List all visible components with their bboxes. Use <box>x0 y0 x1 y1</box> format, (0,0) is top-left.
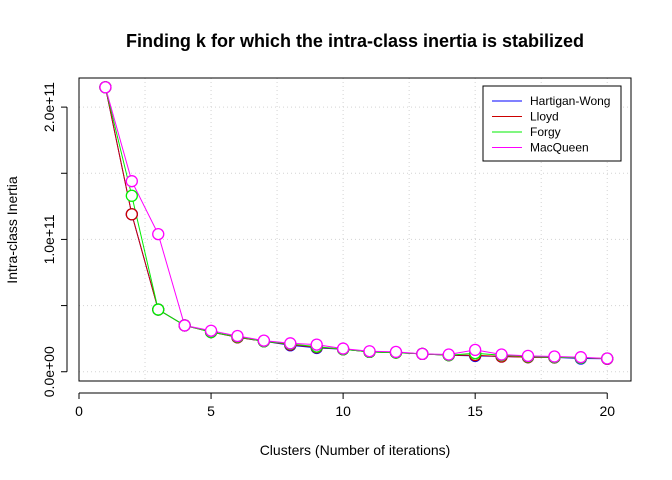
data-point <box>363 345 376 358</box>
y-axis-label: Intra-class Inertia <box>4 176 20 284</box>
data-point <box>152 303 165 316</box>
y-tick-label: 2.0e+11 <box>41 82 57 132</box>
y-axis: 0.0e+00 1.0e+11 2.0e+11 <box>41 82 68 397</box>
data-point <box>125 175 138 188</box>
x-tick-label: 10 <box>335 403 351 419</box>
data-point <box>178 319 191 332</box>
data-point <box>310 338 323 351</box>
y-tick-label: 1.0e+11 <box>41 214 57 264</box>
data-point <box>336 342 350 355</box>
data-point <box>257 334 271 347</box>
data-point <box>416 347 429 361</box>
x-tick-label: 5 <box>207 403 215 419</box>
data-point <box>601 352 614 365</box>
legend-label: Hartigan-Wong <box>530 94 610 108</box>
x-tick-label: 0 <box>75 403 83 419</box>
data-point <box>125 208 138 221</box>
data-point <box>125 189 138 202</box>
data-point <box>284 337 297 350</box>
legend-label: Forgy <box>530 125 561 139</box>
data-point <box>389 345 403 359</box>
data-point <box>495 348 508 361</box>
data-point <box>231 329 244 343</box>
data-point <box>469 343 482 357</box>
plot-frame <box>78 77 632 382</box>
data-point <box>99 81 112 94</box>
legend-label: MacQueen <box>530 141 589 155</box>
x-axis-label: Clusters (Number of iterations) <box>260 442 451 458</box>
data-point <box>548 350 561 363</box>
data-point <box>442 348 455 361</box>
data-point <box>152 227 165 241</box>
chart-title: Finding k for which the intra-class iner… <box>126 31 584 51</box>
legend-label: Lloyd <box>530 110 559 124</box>
data-point <box>521 349 535 363</box>
x-tick-label: 15 <box>467 403 483 419</box>
legend-box <box>482 85 622 162</box>
data-point <box>574 351 587 364</box>
series-group <box>99 81 614 365</box>
x-tick-label: 20 <box>599 403 615 419</box>
x-axis: 0 5 10 15 20 <box>75 392 615 419</box>
y-tick-label: 0.0e+00 <box>41 346 57 397</box>
data-point <box>204 324 218 337</box>
